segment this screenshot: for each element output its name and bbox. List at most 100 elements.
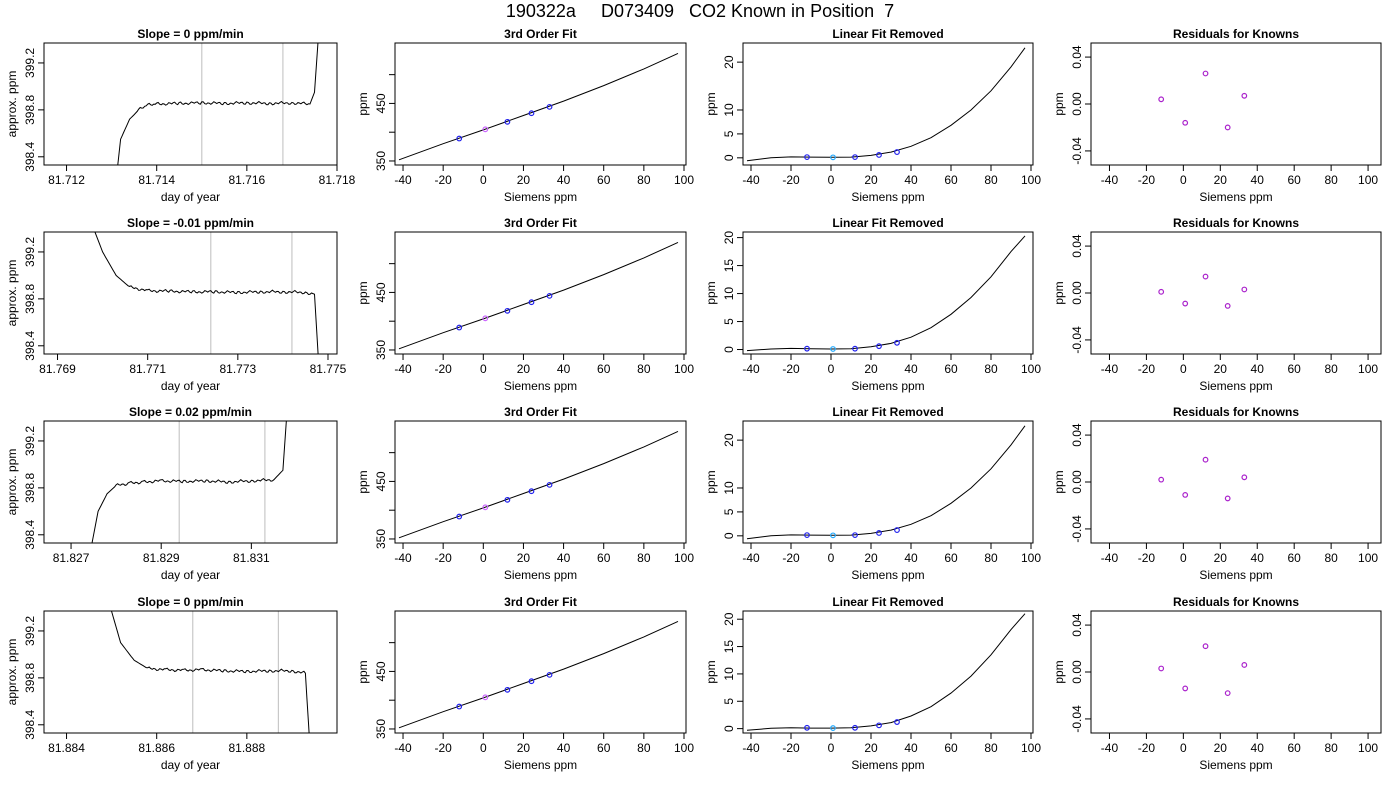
x-tick-label: 0 xyxy=(1180,551,1187,565)
x-axis-label: Siemens ppm xyxy=(504,568,577,582)
y-tick-label: 350 xyxy=(374,340,388,360)
residual-point xyxy=(1158,665,1165,672)
panel-fit-row-4: 3rd Order Fit -40 -20 0 20 40 60 80 100 350 450 Sie… xyxy=(356,595,694,772)
data-layer xyxy=(94,232,319,354)
x-tick-label: 60 xyxy=(944,551,958,565)
x-tick-label: 60 xyxy=(597,741,611,755)
x-tick-label: 80 xyxy=(984,173,998,187)
x-axis-label: Siemens ppm xyxy=(504,758,577,772)
residual-point xyxy=(1182,119,1189,126)
panel-residuals-row-3: Residuals for Knowns -40 -20 0 20 40 60 80 100 -0… xyxy=(1052,405,1382,582)
known-point xyxy=(528,678,535,685)
residual-point xyxy=(1241,92,1248,99)
series-line xyxy=(117,43,319,165)
panel-title: Linear Fit Removed xyxy=(832,27,943,41)
y-tick-label: 398.4 xyxy=(23,141,37,171)
plot-frame xyxy=(742,610,1034,734)
y-tick-label: 10 xyxy=(722,481,736,495)
plot-frame xyxy=(1090,42,1382,166)
x-tick-label: 81.716 xyxy=(228,173,265,187)
unknown-point xyxy=(482,504,489,511)
x-tick-label: 80 xyxy=(637,551,651,565)
known-point xyxy=(546,671,553,678)
x-tick-label: 100 xyxy=(1358,551,1378,565)
x-tick-label: 20 xyxy=(864,741,878,755)
panel-title: Slope = 0 ppm/min xyxy=(137,595,243,609)
x-tick-label: 20 xyxy=(517,362,531,376)
panel-title: Residuals for Knowns xyxy=(1173,405,1299,419)
y-axis-label: ppm xyxy=(1052,470,1066,493)
series-line xyxy=(110,611,310,733)
fit-curve xyxy=(398,52,679,161)
data-layer xyxy=(1158,643,1248,697)
y-axis-label: ppm xyxy=(704,470,718,493)
y-tick-label: 398.8 xyxy=(23,663,37,693)
panel-timeseries-row-4: Slope = 0 ppm/min 81.884 81.886 81.888 398.4… xyxy=(5,595,338,772)
x-tick-label: 60 xyxy=(597,551,611,565)
x-tick-label: 81.712 xyxy=(48,173,85,187)
x-axis-label: Siemens ppm xyxy=(851,568,924,582)
panel-title: Linear Fit Removed xyxy=(832,405,943,419)
residual-point xyxy=(1202,70,1209,77)
y-tick-label: 10 xyxy=(722,667,736,681)
x-axis-label: day of year xyxy=(161,190,220,204)
data-layer xyxy=(1158,456,1248,502)
x-tick-label: -20 xyxy=(1138,173,1156,187)
x-tick-label: 20 xyxy=(1214,173,1228,187)
known-point xyxy=(504,686,511,693)
x-tick-label: -40 xyxy=(394,741,412,755)
known-point xyxy=(504,307,511,314)
panel-timeseries-row-3: Slope = 0.02 ppm/min 81.827 81.829 81.831 39… xyxy=(5,405,338,582)
x-tick-label: 40 xyxy=(1251,173,1265,187)
data-layer xyxy=(1158,273,1248,309)
plot-frame xyxy=(394,610,687,734)
x-tick-label: 20 xyxy=(864,173,878,187)
x-tick-label: 80 xyxy=(1324,173,1338,187)
x-tick-label: 20 xyxy=(1214,741,1228,755)
x-tick-label: 60 xyxy=(597,362,611,376)
x-tick-label: 100 xyxy=(1021,362,1041,376)
x-tick-label: 80 xyxy=(984,741,998,755)
plot-frame xyxy=(43,610,338,734)
y-axis-label: ppm xyxy=(1052,92,1066,115)
known-point xyxy=(876,722,882,729)
known-point xyxy=(804,532,810,539)
y-tick-label: 5 xyxy=(722,130,736,137)
known-point xyxy=(876,343,882,350)
x-axis-label: Siemens ppm xyxy=(1199,758,1272,772)
x-tick-label: 20 xyxy=(517,551,531,565)
data-layer xyxy=(91,421,287,543)
known-point xyxy=(528,299,535,306)
known-point xyxy=(528,488,535,495)
plot-frame xyxy=(1090,231,1382,355)
known-point xyxy=(804,154,810,161)
x-tick-label: 81.888 xyxy=(228,741,265,755)
fit-curve xyxy=(746,613,1026,731)
y-tick-label: 0.00 xyxy=(1070,92,1084,116)
known-point xyxy=(876,530,882,536)
panel-linear_removed-row-1: Linear Fit Removed -40 -20 0 20 40 60 80 100 0 5 10… xyxy=(704,27,1041,204)
x-tick-label: 0 xyxy=(480,741,487,755)
x-tick-label: -40 xyxy=(394,362,412,376)
x-tick-label: 81.714 xyxy=(138,173,175,187)
y-tick-label: 399.2 xyxy=(23,237,37,267)
known-point xyxy=(456,703,463,710)
y-tick-label: 10 xyxy=(722,287,736,301)
x-tick-label: -20 xyxy=(434,173,452,187)
unknown-point xyxy=(830,154,836,161)
x-tick-label: -20 xyxy=(434,551,452,565)
x-tick-label: 80 xyxy=(637,173,651,187)
x-tick-label: 20 xyxy=(1214,362,1228,376)
panel-title: 3rd Order Fit xyxy=(504,405,577,419)
y-tick-label: 0 xyxy=(722,725,736,732)
x-tick-label: 81.773 xyxy=(219,362,256,376)
y-axis-label: ppm xyxy=(704,92,718,115)
x-tick-label: 60 xyxy=(944,173,958,187)
y-tick-label: 450 xyxy=(374,93,388,113)
panel-timeseries-row-2: Slope = -0.01 ppm/min 81.769 81.771 81.773 8… xyxy=(5,216,347,393)
data-layer xyxy=(398,620,679,729)
x-tick-label: -20 xyxy=(1138,741,1156,755)
x-tick-label: 60 xyxy=(944,741,958,755)
panel-title: Linear Fit Removed xyxy=(832,216,943,230)
known-point xyxy=(894,149,900,155)
